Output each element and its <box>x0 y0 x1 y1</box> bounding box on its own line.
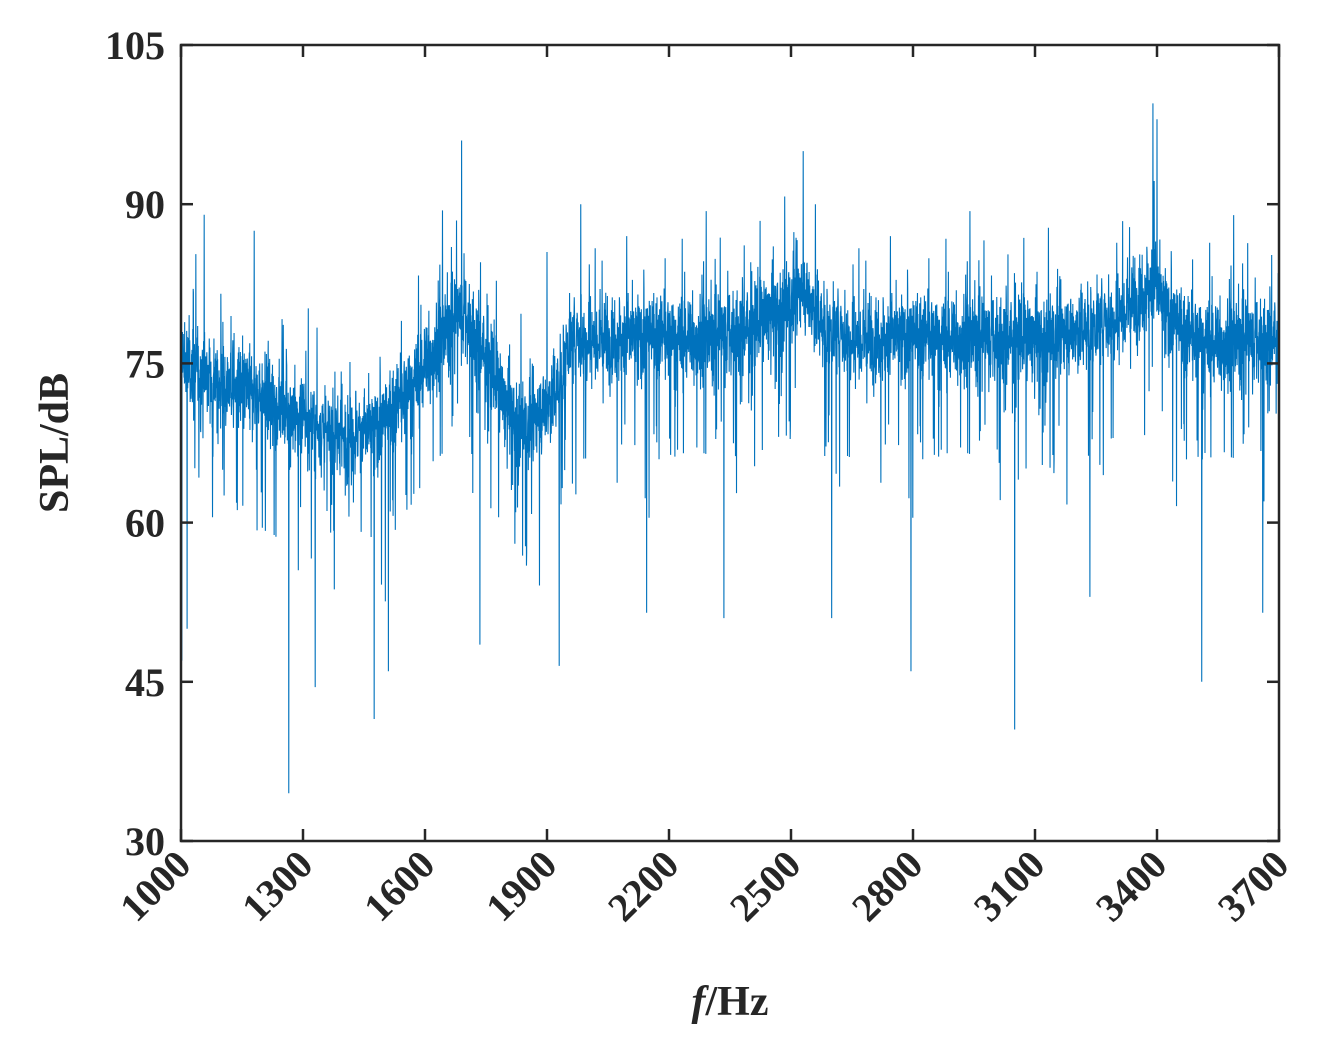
y-tick-label: 30 <box>125 819 165 864</box>
y-axis-label: SPL/dB <box>32 373 78 513</box>
y-tick-label: 90 <box>125 182 165 227</box>
series-layer <box>180 103 1280 794</box>
plot-frame <box>179 43 1281 843</box>
tick-marks <box>179 43 1281 843</box>
x-axis-label-symbol: f <box>692 979 710 1025</box>
y-tick-label: 60 <box>125 501 165 546</box>
x-tick-label: 2800 <box>843 842 931 930</box>
y-tick-labels: 30 45 60 75 90 105 <box>105 23 165 864</box>
spectrum-line <box>180 103 1280 794</box>
x-tick-label: 3700 <box>1209 842 1297 930</box>
x-axis-label-unit: /Hz <box>705 979 769 1025</box>
x-tick-label: 2200 <box>599 842 687 930</box>
x-axis-label: f/Hz <box>692 979 769 1025</box>
x-tick-label: 3400 <box>1087 842 1175 930</box>
x-tick-label: 1900 <box>477 842 565 930</box>
x-tick-label: 1300 <box>233 842 321 930</box>
y-tick-label: 45 <box>125 660 165 705</box>
x-tick-labels: 1000 1300 1600 1900 2200 2500 2800 3100 3400 3700 <box>111 842 1297 930</box>
y-tick-label: 105 <box>105 23 165 68</box>
x-tick-label: 3100 <box>965 842 1053 930</box>
x-tick-label: 1600 <box>355 842 443 930</box>
x-tick-label: 2500 <box>721 842 809 930</box>
y-tick-label: 75 <box>125 341 165 386</box>
